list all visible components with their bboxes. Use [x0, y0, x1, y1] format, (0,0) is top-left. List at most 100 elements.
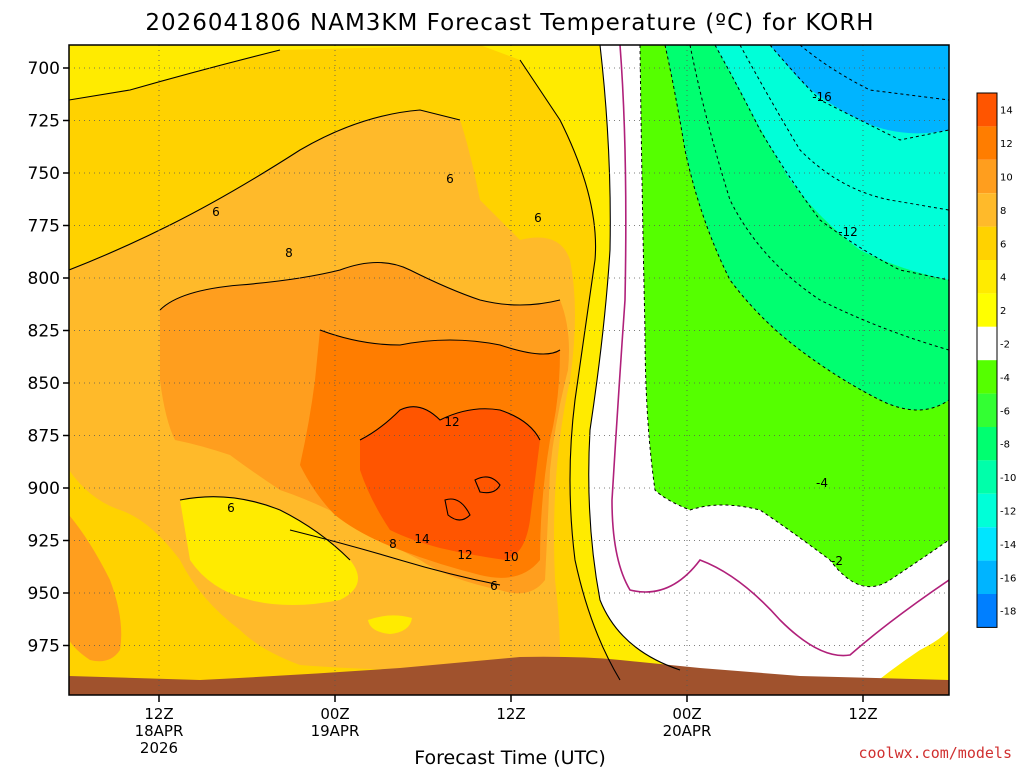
contour-label: 14	[414, 532, 429, 546]
contour-line	[69, 49, 281, 101]
cold-contour-lines	[639, 45, 949, 588]
freezing-line	[611, 45, 949, 657]
colorbar-swatch	[977, 493, 997, 528]
y-axis: 700 725 750 775 800 825 850 875 900 925 950 975	[28, 59, 69, 657]
colorbar-swatch	[977, 260, 997, 294]
contour-label: -12	[838, 225, 858, 239]
x-tick-label: 2026	[140, 739, 178, 757]
colorbar-label: 6	[1000, 239, 1006, 250]
contour-lines	[69, 45, 681, 681]
contour-line	[69, 109, 461, 271]
contour-label: -2	[831, 554, 843, 568]
contour-line	[179, 496, 351, 561]
contour-line	[639, 45, 949, 588]
contour-line	[739, 45, 949, 211]
contour-line	[664, 45, 949, 411]
y-tick-label: 800	[28, 269, 60, 289]
contour-label: 6	[490, 579, 498, 593]
fill-cold-neg14	[770, 45, 949, 134]
contour-label: 6	[534, 211, 542, 225]
colorbar-frame	[976, 92, 998, 628]
x-axis-label: Forecast Time (UTC)	[414, 747, 605, 768]
colorbar-swatch	[977, 326, 997, 361]
fill-yellow-pocket	[368, 615, 412, 634]
contour-line	[799, 45, 949, 101]
contour-line	[359, 406, 541, 441]
colorbar-label: -18	[1000, 607, 1016, 618]
contour-line	[769, 45, 949, 141]
colorbar-label: 14	[1000, 106, 1013, 117]
contour-line	[319, 329, 561, 355]
y-tick-label: 775	[28, 217, 60, 237]
x-tick-label: 12Z	[848, 705, 877, 723]
colorbar-label: -12	[1000, 507, 1016, 518]
colorbar-swatch	[977, 560, 997, 594]
y-tick-label: 850	[28, 374, 60, 394]
y-tick-label: 925	[28, 532, 60, 552]
contour-line	[444, 498, 471, 521]
x-tick-label: 18APR	[135, 722, 184, 740]
contour-line	[588, 45, 681, 671]
y-tick-label: 950	[28, 584, 60, 604]
colorbar-swatch	[977, 93, 997, 127]
colorbar-label: 2	[1000, 306, 1006, 317]
colorbar: 14 12 10 8 6 4 2 -2 -4 -6 -8 -10 -12 -14 -16 -18	[976, 92, 1016, 628]
y-tick-label: 900	[28, 479, 60, 499]
contour-label: 8	[285, 246, 293, 260]
fill-over-14	[360, 406, 540, 560]
x-tick-label: 00Z	[320, 705, 349, 723]
colorbar-label: 12	[1000, 139, 1013, 150]
colorbar-label: -8	[1000, 440, 1010, 451]
colorbar-swatch	[977, 594, 997, 628]
colorbar-swatch	[977, 460, 997, 494]
contour-line	[714, 45, 949, 281]
colorbar-label: -10	[1000, 473, 1016, 484]
contour-line	[474, 476, 501, 494]
fill-lower-left	[69, 515, 122, 662]
filled-contours	[69, 45, 949, 695]
colorbar-swatch	[977, 393, 997, 427]
colorbar-label: -14	[1000, 540, 1016, 551]
contour-label: 12	[457, 548, 472, 562]
contour-label: -16	[812, 90, 832, 104]
x-tick-label: 12Z	[496, 705, 525, 723]
colorbar-label: 10	[1000, 173, 1013, 184]
colorbar-label: -16	[1000, 573, 1016, 584]
contour-line	[289, 529, 501, 586]
contour-line	[689, 45, 949, 351]
y-tick-label: 975	[28, 637, 60, 657]
grid	[69, 45, 949, 695]
colorbar-swatch	[977, 293, 997, 327]
colorbar-label: 8	[1000, 206, 1006, 217]
contour-line	[519, 59, 621, 681]
y-tick-label: 725	[28, 112, 60, 132]
contour-labels: 6 6 6 8 6 12 14 8 12 10 6 -16 -12 -4 -2	[212, 90, 858, 593]
credit-link[interactable]: coolwx.com/models	[858, 744, 1012, 762]
contour-line	[159, 262, 561, 311]
colorbar-label: -2	[1000, 340, 1010, 351]
colorbar-swatch	[977, 226, 997, 260]
contour-label: 12	[444, 415, 459, 429]
colorbar-label: 4	[1000, 273, 1006, 284]
contour-label: 8	[389, 537, 397, 551]
contour-label: 6	[446, 172, 454, 186]
x-tick-label: 00Z	[672, 705, 701, 723]
fill-low-level-yellow	[180, 496, 358, 605]
contour-label: 10	[503, 550, 518, 564]
contour-label: 6	[212, 205, 220, 219]
x-tick-label: 12Z	[144, 705, 173, 723]
colorbar-swatch	[977, 527, 997, 561]
contour-label: 6	[227, 501, 235, 515]
y-tick-label: 700	[28, 59, 60, 79]
colorbar-swatch	[977, 159, 997, 194]
contour-label: -4	[816, 476, 828, 490]
plot-frame	[68, 44, 950, 696]
chart-title: 2026041806 NAM3KM Forecast Temperature (…	[145, 10, 874, 36]
y-tick-label: 750	[28, 164, 60, 184]
colorbar-swatch	[977, 126, 997, 160]
y-tick-label: 825	[28, 322, 60, 342]
y-tick-label: 875	[28, 427, 60, 447]
colorbar-swatch	[977, 427, 997, 461]
